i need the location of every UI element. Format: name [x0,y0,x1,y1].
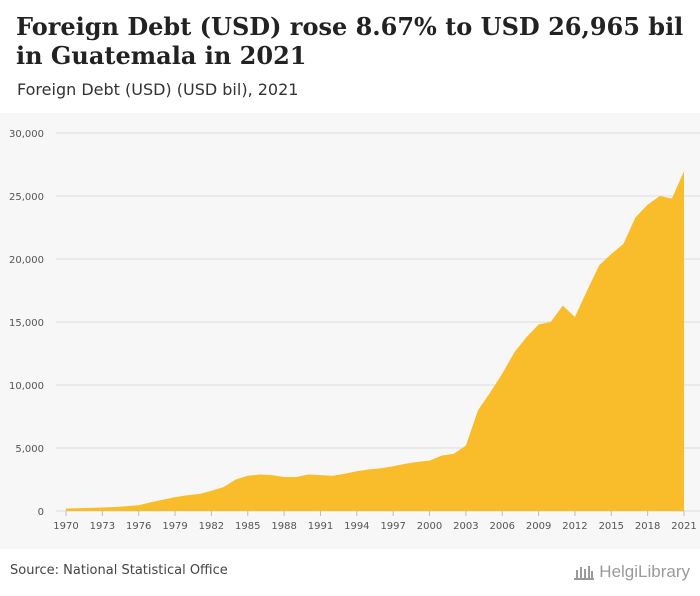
x-tick-label: 1994 [344,521,369,532]
y-tick-label: 30,000 [9,129,44,140]
x-tick-label: 1985 [235,521,260,532]
chart-subtitle: Foreign Debt (USD) (USD bil), 2021 [17,80,299,99]
x-tick-label: 2003 [453,521,478,532]
page-title: Foreign Debt (USD) rose 8.67% to USD 26,… [16,12,684,70]
y-tick-label: 25,000 [9,192,44,203]
y-tick-label: 20,000 [9,255,44,266]
y-tick-label: 15,000 [9,318,44,329]
x-tick-label: 2006 [490,521,515,532]
header: Foreign Debt (USD) rose 8.67% to USD 26,… [0,0,700,113]
x-tick-label: 1973 [90,521,115,532]
x-tick-label: 1976 [126,521,151,532]
x-tick-label: 2000 [417,521,442,532]
x-tick-label: 2012 [562,521,587,532]
x-tick-label: 1997 [380,521,405,532]
x-tick-label: 2015 [599,521,624,532]
x-tick-label: 1970 [53,521,78,532]
x-tick-label: 2009 [526,521,551,532]
x-axis: 1970 1973 1976 1979 1982 1985 1988 1991 1994 1997… [53,511,697,532]
library-icon [574,566,595,580]
helgilibrary-logo: HelgiLibrary [573,562,690,582]
x-tick-label: 2021 [671,521,696,532]
logo-text: HelgiLibrary [599,562,690,581]
x-tick-label: 1991 [308,521,333,532]
y-tick-label: 10,000 [9,381,44,392]
y-axis: 0 5,000 10,000 15,000 20,000 25,000 30,000 [9,129,44,518]
x-tick-label: 1979 [162,521,187,532]
source-note: Source: National Statistical Office [10,563,228,578]
y-tick-label: 5,000 [15,444,44,455]
footer [0,549,700,596]
area-series [66,171,684,511]
x-tick-label: 1988 [271,521,296,532]
x-tick-label: 1982 [199,521,224,532]
x-tick-label: 2018 [635,521,660,532]
y-tick-label: 0 [38,507,44,518]
area-series-fill [66,171,684,511]
